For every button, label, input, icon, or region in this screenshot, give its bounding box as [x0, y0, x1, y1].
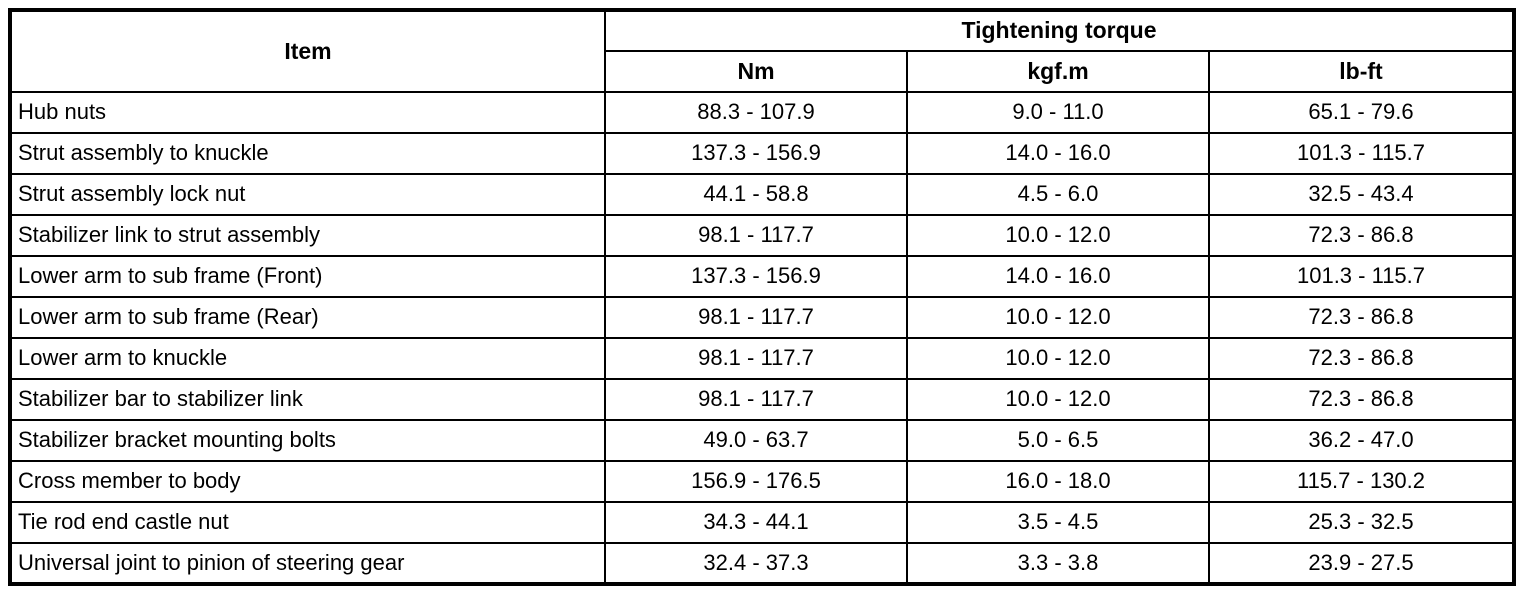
nm-cell: 32.4 - 37.3	[604, 542, 908, 585]
lbft-cell: 65.1 - 79.6	[1207, 91, 1516, 134]
lbft-cell: 115.7 - 130.2	[1207, 460, 1516, 503]
column-header-nm: Nm	[604, 50, 908, 93]
lbft-cell: 101.3 - 115.7	[1207, 255, 1516, 298]
item-cell: Lower arm to knuckle	[9, 337, 606, 380]
nm-cell: 88.3 - 107.9	[604, 91, 908, 134]
nm-cell: 98.1 - 117.7	[604, 214, 908, 257]
item-cell: Lower arm to sub frame (Front)	[9, 255, 606, 298]
nm-cell: 98.1 - 117.7	[604, 378, 908, 421]
item-cell: Stabilizer bracket mounting bolts	[9, 419, 606, 462]
nm-cell: 98.1 - 117.7	[604, 337, 908, 380]
lbft-cell: 72.3 - 86.8	[1207, 378, 1516, 421]
table-row: Cross member to body 156.9 - 176.5 16.0 …	[9, 460, 1516, 503]
lbft-cell: 25.3 - 32.5	[1207, 501, 1516, 544]
table-row: Strut assembly to knuckle 137.3 - 156.9 …	[9, 132, 1516, 175]
kgfm-cell: 5.0 - 6.5	[906, 419, 1210, 462]
nm-cell: 137.3 - 156.9	[604, 132, 908, 175]
table-row: Lower arm to sub frame (Front) 137.3 - 1…	[9, 255, 1516, 298]
table-row: Tie rod end castle nut 34.3 - 44.1 3.5 -…	[9, 501, 1516, 544]
table-row: Strut assembly lock nut 44.1 - 58.8 4.5 …	[9, 173, 1516, 216]
kgfm-cell: 10.0 - 12.0	[906, 378, 1210, 421]
item-cell: Universal joint to pinion of steering ge…	[9, 542, 606, 585]
item-cell: Strut assembly lock nut	[9, 173, 606, 216]
kgfm-cell: 16.0 - 18.0	[906, 460, 1210, 503]
header-row-group: Item Tightening torque	[9, 9, 1516, 93]
item-cell: Strut assembly to knuckle	[9, 132, 606, 175]
nm-cell: 98.1 - 117.7	[604, 296, 908, 339]
lbft-cell: 72.3 - 86.8	[1207, 296, 1516, 339]
table-row: Universal joint to pinion of steering ge…	[9, 542, 1516, 585]
table-row: Stabilizer bar to stabilizer link 98.1 -…	[9, 378, 1516, 421]
kgfm-cell: 10.0 - 12.0	[906, 337, 1210, 380]
lbft-cell: 72.3 - 86.8	[1207, 337, 1516, 380]
column-header-item: Item	[9, 9, 606, 93]
table-row: Stabilizer link to strut assembly 98.1 -…	[9, 214, 1516, 257]
item-cell: Lower arm to sub frame (Rear)	[9, 296, 606, 339]
kgfm-cell: 10.0 - 12.0	[906, 296, 1210, 339]
item-cell: Stabilizer link to strut assembly	[9, 214, 606, 257]
lbft-cell: 72.3 - 86.8	[1207, 214, 1516, 257]
kgfm-cell: 10.0 - 12.0	[906, 214, 1210, 257]
kgfm-cell: 3.5 - 4.5	[906, 501, 1210, 544]
table-header: Item Tightening torque Nm kgf.m lb-ft	[9, 9, 1516, 93]
column-header-lbft: lb-ft	[1207, 50, 1516, 93]
nm-cell: 44.1 - 58.8	[604, 173, 908, 216]
kgfm-cell: 9.0 - 11.0	[906, 91, 1210, 134]
table-row: Lower arm to sub frame (Rear) 98.1 - 117…	[9, 296, 1516, 339]
table-body: Hub nuts 88.3 - 107.9 9.0 - 11.0 65.1 - …	[9, 91, 1516, 585]
item-cell: Cross member to body	[9, 460, 606, 503]
item-cell: Stabilizer bar to stabilizer link	[9, 378, 606, 421]
table-row: Hub nuts 88.3 - 107.9 9.0 - 11.0 65.1 - …	[9, 91, 1516, 134]
table-row: Stabilizer bracket mounting bolts 49.0 -…	[9, 419, 1516, 462]
kgfm-cell: 14.0 - 16.0	[906, 255, 1210, 298]
column-header-kgfm: kgf.m	[906, 50, 1210, 93]
tightening-torque-table: Item Tightening torque Nm kgf.m lb-ft Hu…	[8, 8, 1517, 586]
kgfm-cell: 4.5 - 6.0	[906, 173, 1210, 216]
lbft-cell: 23.9 - 27.5	[1207, 542, 1516, 585]
nm-cell: 49.0 - 63.7	[604, 419, 908, 462]
lbft-cell: 32.5 - 43.4	[1207, 173, 1516, 216]
item-cell: Tie rod end castle nut	[9, 501, 606, 544]
lbft-cell: 36.2 - 47.0	[1207, 419, 1516, 462]
nm-cell: 137.3 - 156.9	[604, 255, 908, 298]
table-row: Lower arm to knuckle 98.1 - 117.7 10.0 -…	[9, 337, 1516, 380]
item-cell: Hub nuts	[9, 91, 606, 134]
nm-cell: 34.3 - 44.1	[604, 501, 908, 544]
lbft-cell: 101.3 - 115.7	[1207, 132, 1516, 175]
kgfm-cell: 3.3 - 3.8	[906, 542, 1210, 585]
nm-cell: 156.9 - 176.5	[604, 460, 908, 503]
kgfm-cell: 14.0 - 16.0	[906, 132, 1210, 175]
header-row-units: Nm kgf.m lb-ft	[10, 50, 1516, 93]
column-header-tightening-torque: Tightening torque	[603, 9, 1516, 52]
